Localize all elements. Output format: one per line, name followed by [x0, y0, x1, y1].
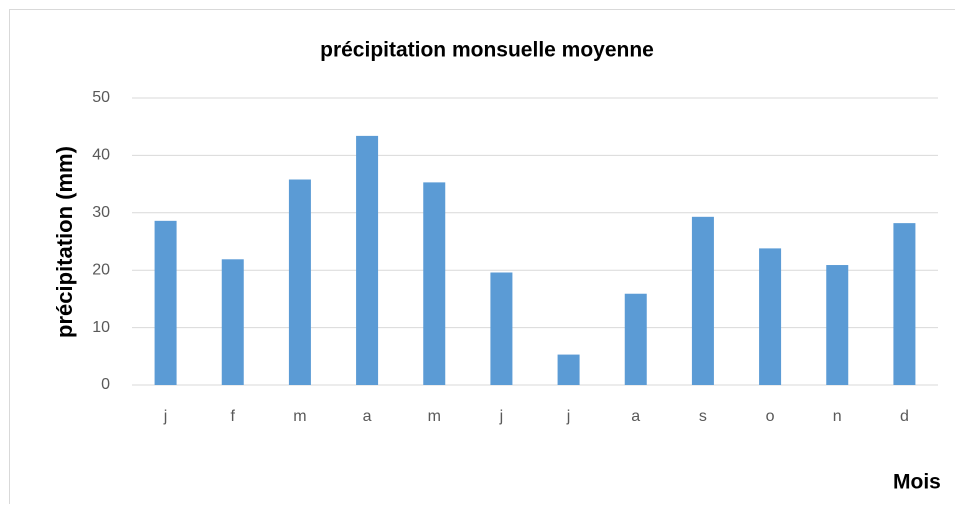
chart-title: précipitation monsuelle moyenne — [320, 39, 654, 62]
x-tick-label: a — [631, 408, 640, 425]
bar — [558, 355, 580, 385]
bar — [155, 221, 177, 385]
y-tick-label: 20 — [92, 261, 110, 278]
bar — [826, 265, 848, 385]
x-tick-label: m — [428, 408, 441, 425]
bar — [222, 259, 244, 385]
y-tick-label: 40 — [92, 147, 110, 164]
y-tick-label: 10 — [92, 319, 110, 336]
bar — [625, 294, 647, 385]
bar — [490, 272, 512, 385]
x-axis-label: Mois — [893, 471, 941, 494]
y-tick-label: 0 — [101, 376, 110, 393]
x-tick-label: n — [833, 408, 842, 425]
x-tick-label: s — [699, 408, 707, 425]
x-tick-label: o — [766, 408, 775, 425]
x-tick-label: a — [363, 408, 372, 425]
chart-border — [10, 10, 955, 505]
bar — [356, 136, 378, 385]
y-tick-label: 30 — [92, 204, 110, 221]
x-tick-label: j — [499, 408, 504, 425]
y-tick-label: 50 — [92, 89, 110, 106]
bar — [289, 180, 311, 385]
bar — [423, 182, 445, 385]
x-tick-label: m — [293, 408, 306, 425]
x-tick-label: f — [231, 408, 236, 425]
bar — [692, 217, 714, 385]
bar — [893, 223, 915, 385]
bar — [759, 248, 781, 385]
y-axis-label: précipitation (mm) — [52, 146, 77, 338]
x-tick-label: d — [900, 408, 909, 425]
x-tick-label: j — [163, 408, 168, 425]
x-tick-label: j — [566, 408, 571, 425]
